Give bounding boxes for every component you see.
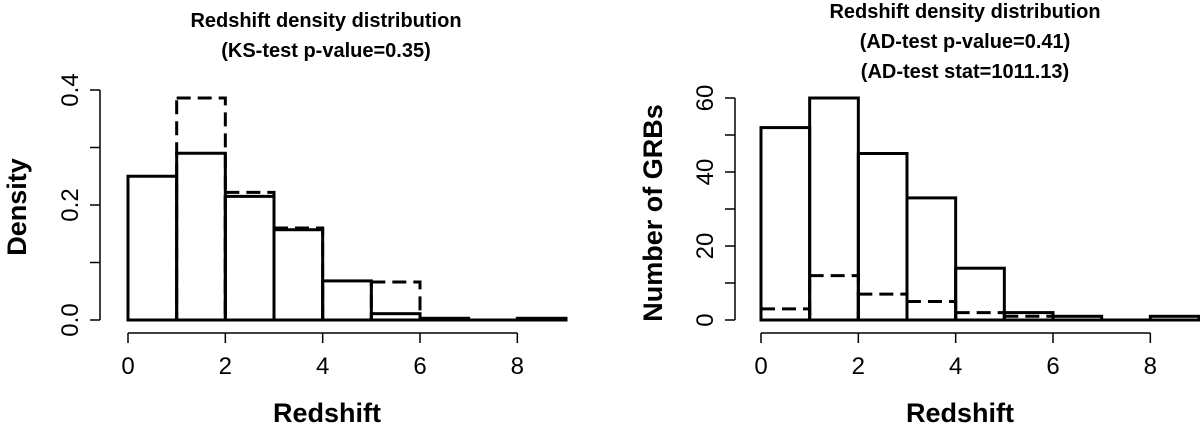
y-tick-label: 0.2	[57, 188, 84, 221]
y-tick-label: 60	[692, 85, 719, 112]
bar-dashed	[1002, 314, 1055, 322]
bar-dashed	[369, 280, 422, 322]
chart-title: Redshift density distribution	[829, 1, 1100, 23]
bar-dashed	[175, 96, 227, 322]
y-tick-label: 40	[692, 159, 719, 186]
bar-solid	[808, 96, 860, 322]
y-axis-title: Number of GRBs	[638, 104, 668, 322]
x-tick-label: 2	[852, 353, 865, 380]
y-axis-title: Density	[2, 158, 32, 256]
bar-dashed	[223, 190, 276, 322]
y-tick-label: 0.0	[57, 303, 84, 336]
x-tick-label: 8	[1144, 353, 1157, 380]
chart-subtitle: (KS-test p-value=0.35)	[221, 40, 431, 62]
density-histogram-panel: Redshift density distribution (KS-test p-…	[2, 10, 568, 425]
bar-dashed	[856, 292, 909, 322]
bar-dashed	[905, 300, 958, 322]
x-tick-label: 8	[511, 353, 524, 380]
x-axis-title: Redshift	[906, 398, 1014, 425]
x-tick-label: 4	[316, 353, 329, 380]
bar-solid	[126, 174, 179, 322]
bar-solid	[223, 194, 276, 322]
x-tick-label: 4	[949, 353, 962, 380]
x-tick-label: 2	[219, 353, 232, 380]
x-axis-title: Redshift	[273, 398, 381, 425]
y-tick-label: 20	[692, 233, 719, 260]
y-tick-label: 0.4	[57, 73, 84, 106]
bar-dashed	[272, 226, 325, 322]
bar-dashed	[759, 307, 812, 322]
x-tick-label: 6	[1046, 353, 1059, 380]
bar-solid	[759, 126, 812, 322]
x-tick-label: 6	[413, 353, 426, 380]
count-histogram-panel: Redshift density distribution (AD-test p-…	[638, 1, 1200, 425]
chart-title: Redshift density distribution	[190, 10, 461, 32]
x-tick-label: 0	[121, 353, 134, 380]
bar-solid	[321, 279, 373, 322]
bar-solid	[272, 228, 325, 322]
y-tick-label: 0	[692, 313, 719, 326]
x-tick-label: 0	[754, 353, 767, 380]
chart-subtitle: (AD-test stat=1011.13)	[861, 61, 1069, 83]
bar-dashed	[808, 274, 860, 322]
chart-subtitle: (AD-test p-value=0.41)	[860, 31, 1071, 53]
bar-solid	[175, 151, 227, 322]
